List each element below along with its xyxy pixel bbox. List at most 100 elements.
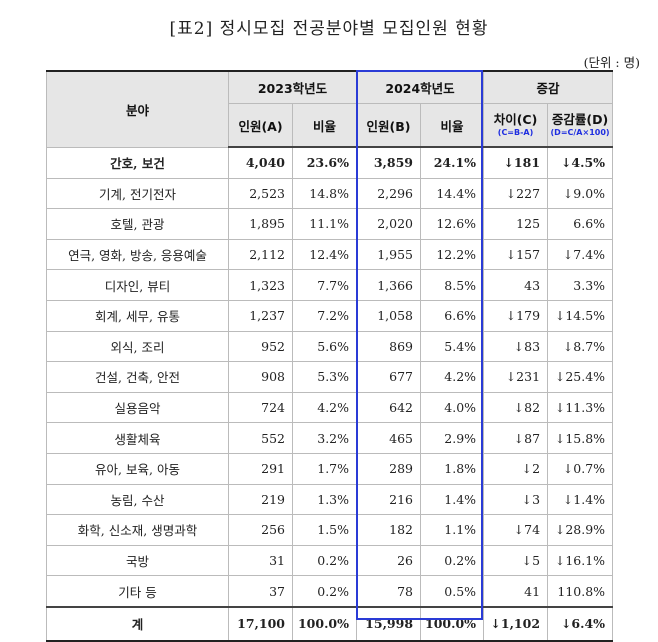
header-ratio-a: 비율 bbox=[291, 103, 358, 148]
table-title: [표2] 정시모집 전공분야별 모집인원 현황 bbox=[169, 19, 489, 39]
field-name-cell: 디자인, 뷰티 bbox=[46, 269, 229, 301]
ratio-a-cell: 4.2% bbox=[291, 391, 358, 424]
field-name-cell: 외식, 조리 bbox=[46, 330, 229, 363]
table-row: 생활체육 552 3.2% 465 2.9% ↓87 ↓15.8% bbox=[46, 422, 614, 454]
count-b-cell: 1,058 bbox=[356, 299, 422, 332]
rate-cell: ↓1.4% bbox=[547, 483, 614, 516]
field-name-cell: 농림, 수산 bbox=[46, 483, 229, 516]
recruitment-table: 분야 2023학년도 2024학년도 증감 인원(A) 비율 인원(B) 비율 … bbox=[46, 70, 614, 642]
ratio-b-cell: 1.4% bbox=[420, 483, 485, 516]
table-row: 외식, 조리 952 5.6% 869 5.4% ↓83 ↓8.7% bbox=[46, 330, 614, 363]
rate-cell: ↓9.0% bbox=[547, 177, 614, 210]
rate-cell: 6.6% bbox=[547, 208, 614, 240]
count-a-cell: 4,040 bbox=[228, 146, 293, 179]
ratio-b-cell: 8.5% bbox=[420, 269, 485, 301]
ratio-a-cell: 12.4% bbox=[291, 238, 358, 271]
total-row: 계 17,100 100.0% 15,998 100.0% ↓1,102 ↓6.4% bbox=[46, 605, 614, 642]
count-a-cell: 291 bbox=[228, 452, 293, 485]
count-a-cell: 2,112 bbox=[228, 238, 293, 271]
ratio-b-cell: 12.2% bbox=[420, 238, 485, 271]
field-name-cell: 국방 bbox=[46, 544, 229, 577]
diff-cell: ↓74 bbox=[483, 514, 549, 546]
table-row: 국방 31 0.2% 26 0.2% ↓5 ↓16.1% bbox=[46, 544, 614, 577]
field-name-cell: 기타 등 bbox=[46, 575, 229, 608]
ratio-a-cell: 0.2% bbox=[291, 544, 358, 577]
field-name-cell: 건설, 건축, 안전 bbox=[46, 361, 229, 393]
table-row: 건설, 건축, 안전 908 5.3% 677 4.2% ↓231 ↓25.4% bbox=[46, 361, 614, 393]
diff-cell: ↓179 bbox=[483, 299, 549, 332]
diff-cell: ↓83 bbox=[483, 330, 549, 363]
diff-cell: ↓2 bbox=[483, 452, 549, 485]
ratio-a-cell: 23.6% bbox=[291, 146, 358, 179]
header-rate-formula: (D=C/A×100) bbox=[550, 128, 610, 137]
field-name-cell: 실용음악 bbox=[46, 391, 229, 424]
diff-cell: ↓227 bbox=[483, 177, 549, 210]
diff-cell: 125 bbox=[483, 208, 549, 240]
count-b-cell: 289 bbox=[356, 452, 422, 485]
field-name-cell: 화학, 신소재, 생명과학 bbox=[46, 514, 229, 546]
ratio-b-cell: 6.6% bbox=[420, 299, 485, 332]
count-b-cell: 182 bbox=[356, 514, 422, 546]
count-a-cell: 37 bbox=[228, 575, 293, 608]
count-a-cell: 908 bbox=[228, 361, 293, 393]
count-a-cell: 256 bbox=[228, 514, 293, 546]
count-b-cell: 2,296 bbox=[356, 177, 422, 210]
count-a-cell: 17,100 bbox=[228, 605, 293, 642]
count-b-cell: 26 bbox=[356, 544, 422, 577]
table-body: 간호, 보건 4,040 23.6% 3,859 24.1% ↓181 ↓4.5% 기계, 전… bbox=[46, 146, 614, 642]
table-row: 회계, 세무, 유통 1,237 7.2% 1,058 6.6% ↓179 ↓14.5% bbox=[46, 299, 614, 332]
count-a-cell: 552 bbox=[228, 422, 293, 454]
field-name-cell: 간호, 보건 bbox=[46, 146, 229, 179]
ratio-b-cell: 5.4% bbox=[420, 330, 485, 363]
ratio-a-cell: 14.8% bbox=[291, 177, 358, 210]
ratio-b-cell: 24.1% bbox=[420, 146, 485, 179]
header-change: 증감 bbox=[483, 70, 614, 104]
diff-cell: ↓87 bbox=[483, 422, 549, 454]
rate-cell: ↓25.4% bbox=[547, 361, 614, 393]
table-row: 호텔, 관광 1,895 11.1% 2,020 12.6% 125 6.6% bbox=[46, 208, 614, 240]
header-2023: 2023학년도 bbox=[227, 70, 358, 104]
count-b-cell: 2,020 bbox=[356, 208, 422, 240]
count-b-cell: 15,998 bbox=[356, 605, 422, 642]
count-a-cell: 1,895 bbox=[228, 208, 293, 240]
ratio-b-cell: 12.6% bbox=[420, 208, 485, 240]
ratio-a-cell: 1.7% bbox=[291, 452, 358, 485]
ratio-b-cell: 1.8% bbox=[420, 452, 485, 485]
count-a-cell: 724 bbox=[228, 391, 293, 424]
ratio-a-cell: 7.7% bbox=[291, 269, 358, 301]
diff-cell: 41 bbox=[483, 575, 549, 608]
diff-cell: ↓82 bbox=[483, 391, 549, 424]
count-b-cell: 677 bbox=[356, 361, 422, 393]
diff-cell: ↓231 bbox=[483, 361, 549, 393]
ratio-a-cell: 0.2% bbox=[291, 575, 358, 608]
table-row: 디자인, 뷰티 1,323 7.7% 1,366 8.5% 43 3.3% bbox=[46, 269, 614, 301]
ratio-a-cell: 5.3% bbox=[291, 361, 358, 393]
field-name-cell: 회계, 세무, 유통 bbox=[46, 299, 229, 332]
header-2024: 2024학년도 bbox=[356, 70, 485, 104]
field-name-cell: 연극, 영화, 방송, 응용예술 bbox=[46, 238, 229, 271]
header-diff: 차이(C) (C=B-A) bbox=[483, 103, 549, 148]
ratio-b-cell: 1.1% bbox=[420, 514, 485, 546]
count-a-cell: 2,523 bbox=[228, 177, 293, 210]
header-diff-formula: (C=B-A) bbox=[497, 128, 534, 137]
rate-cell: 110.8% bbox=[547, 575, 614, 608]
count-a-cell: 1,323 bbox=[228, 269, 293, 301]
table-row: 간호, 보건 4,040 23.6% 3,859 24.1% ↓181 ↓4.5% bbox=[46, 146, 614, 179]
field-name-cell: 기계, 전기전자 bbox=[46, 177, 229, 210]
header-count-b: 인원(B) bbox=[356, 103, 422, 148]
ratio-a-cell: 5.6% bbox=[291, 330, 358, 363]
count-b-cell: 465 bbox=[356, 422, 422, 454]
field-name-cell: 생활체육 bbox=[46, 422, 229, 454]
ratio-b-cell: 100.0% bbox=[420, 605, 485, 642]
header-ratio-b: 비율 bbox=[420, 103, 485, 148]
diff-cell: ↓3 bbox=[483, 483, 549, 516]
ratio-b-cell: 4.2% bbox=[420, 361, 485, 393]
table-row: 유아, 보육, 아동 291 1.7% 289 1.8% ↓2 ↓0.7% bbox=[46, 452, 614, 485]
count-b-cell: 3,859 bbox=[356, 146, 422, 179]
field-name-cell: 계 bbox=[46, 605, 229, 642]
ratio-a-cell: 1.3% bbox=[291, 483, 358, 516]
table-row: 기타 등 37 0.2% 78 0.5% 41 110.8% bbox=[46, 575, 614, 608]
ratio-b-cell: 4.0% bbox=[420, 391, 485, 424]
diff-cell: ↓1,102 bbox=[483, 605, 549, 642]
count-a-cell: 219 bbox=[228, 483, 293, 516]
